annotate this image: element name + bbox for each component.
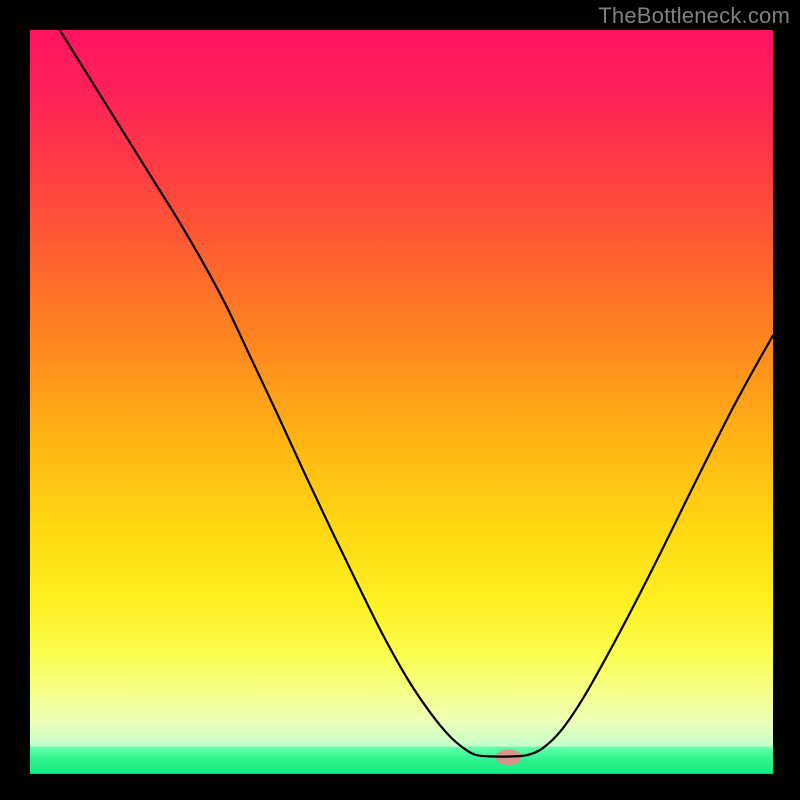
- bottleneck-chart: [0, 0, 800, 800]
- chart-canvas: TheBottleneck.com: [0, 0, 800, 800]
- gradient-background: [30, 30, 773, 775]
- watermark-text: TheBottleneck.com: [598, 3, 790, 29]
- green-band: [30, 747, 773, 775]
